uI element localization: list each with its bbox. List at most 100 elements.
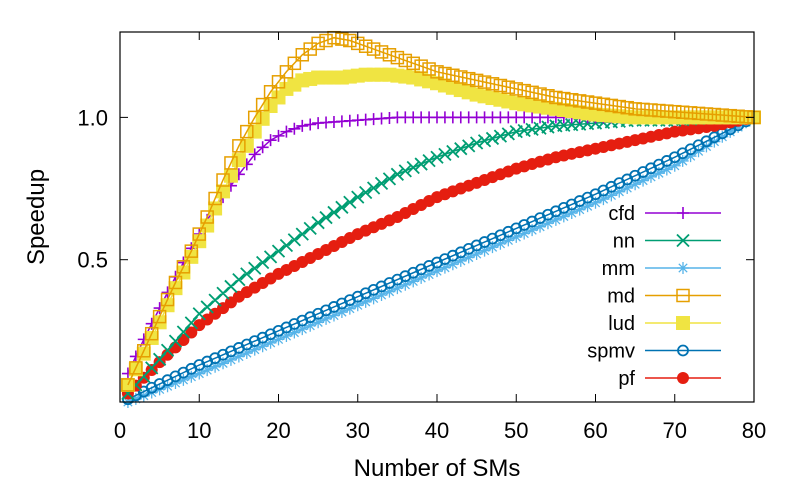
data-point-mm <box>343 302 356 315</box>
data-point-mm <box>462 251 475 264</box>
legend-item-nn: nn <box>613 231 721 253</box>
data-point-md <box>668 104 682 119</box>
data-point-nn <box>493 129 508 143</box>
data-point-md <box>461 71 476 86</box>
data-point-mm <box>644 170 657 183</box>
y-tick-label: 0.5 <box>77 248 108 273</box>
data-point-mm <box>312 316 325 329</box>
data-point-cfd <box>264 134 277 147</box>
data-point-md <box>287 56 302 71</box>
data-point-mm <box>399 278 412 291</box>
data-point-nn <box>240 267 254 281</box>
data-point-cfd <box>280 125 293 138</box>
legend-label: pf <box>618 368 635 390</box>
data-point-mm <box>367 292 380 305</box>
x-tick-label: 0 <box>114 418 126 443</box>
data-point-nn <box>485 131 500 146</box>
data-point-nn <box>430 150 444 164</box>
data-point-md <box>247 110 262 125</box>
data-point-md <box>525 85 539 100</box>
data-point-cfd <box>288 122 301 135</box>
data-point-md <box>144 326 159 341</box>
x-axis-title: Number of SMs <box>354 455 521 482</box>
data-point-mm <box>359 295 372 308</box>
data-point-mm <box>288 326 301 339</box>
data-point-mm <box>264 336 277 349</box>
data-point-md <box>406 56 420 71</box>
data-point-md <box>366 42 381 56</box>
data-point-md <box>564 92 579 107</box>
data-point-nn <box>398 164 412 178</box>
data-point-nn <box>335 200 349 214</box>
data-point-nn <box>382 172 397 186</box>
data-point-nn <box>232 272 246 287</box>
data-point-mm <box>335 306 348 319</box>
data-point-mm <box>272 333 285 346</box>
data-point-mm <box>486 241 499 254</box>
legend-item-mm: mm <box>602 258 721 280</box>
data-point-nn <box>462 139 476 153</box>
legend-marker <box>677 344 689 357</box>
data-point-nn <box>279 238 294 253</box>
legend-item-spmv: spmv <box>587 341 721 363</box>
data-point-cfd <box>256 141 269 154</box>
data-point-pf <box>185 326 198 339</box>
data-point-nn <box>256 255 270 270</box>
data-point-nn <box>359 185 373 200</box>
data-point-nn <box>248 261 262 275</box>
data-point-mm <box>415 271 428 284</box>
data-point-mm <box>581 200 594 213</box>
data-point-mm <box>629 178 642 191</box>
data-point-pf <box>145 363 158 376</box>
data-point-md <box>509 82 523 96</box>
data-point-md <box>240 124 254 139</box>
legend-marker <box>677 262 689 274</box>
data-point-md <box>279 65 294 79</box>
data-point-nn <box>303 221 317 236</box>
data-point-md <box>438 66 452 81</box>
legend-marker <box>676 316 690 330</box>
data-point-md <box>549 90 563 105</box>
data-point-nn <box>311 216 325 230</box>
data-point-cfd <box>296 119 309 132</box>
data-point-mm <box>391 282 404 295</box>
data-point-mm <box>375 288 388 301</box>
data-point-md <box>422 62 436 76</box>
data-point-mm <box>597 193 610 206</box>
data-point-mm <box>232 350 245 363</box>
data-point-mm <box>438 261 451 274</box>
data-point-md <box>232 139 246 153</box>
data-point-mm <box>351 299 364 312</box>
legend-label: nn <box>613 231 635 253</box>
data-point-md <box>572 94 587 108</box>
data-point-md <box>319 33 333 48</box>
data-point-mm <box>605 189 618 202</box>
legend-label: mm <box>602 258 635 280</box>
data-point-md <box>501 80 516 94</box>
data-point-nn <box>477 134 492 148</box>
ticks-layer: 0 10 20 30 40 50 60 70 80 0.5 1.0 <box>77 32 766 443</box>
data-point-cfd <box>248 148 261 161</box>
data-point-lud <box>239 138 254 153</box>
data-point-nn <box>287 233 301 247</box>
data-point-mm <box>383 285 396 298</box>
data-point-nn <box>327 205 341 220</box>
data-point-mm <box>502 234 515 247</box>
data-point-md <box>263 85 278 99</box>
data-point-mm <box>224 353 237 366</box>
data-point-mm <box>327 309 340 322</box>
legend-label: spmv <box>587 341 635 363</box>
data-point-md <box>477 75 492 89</box>
data-point-nn <box>366 181 381 195</box>
data-point-md <box>430 65 444 79</box>
data-point-mm <box>423 268 436 281</box>
data-point-md <box>398 53 413 68</box>
legend-marker <box>676 233 690 248</box>
data-point-md <box>152 309 167 324</box>
data-point-mm <box>589 196 602 209</box>
data-point-mm <box>193 367 206 380</box>
data-point-md <box>255 97 270 112</box>
data-point-mm <box>296 323 309 336</box>
data-point-mm <box>573 203 586 216</box>
